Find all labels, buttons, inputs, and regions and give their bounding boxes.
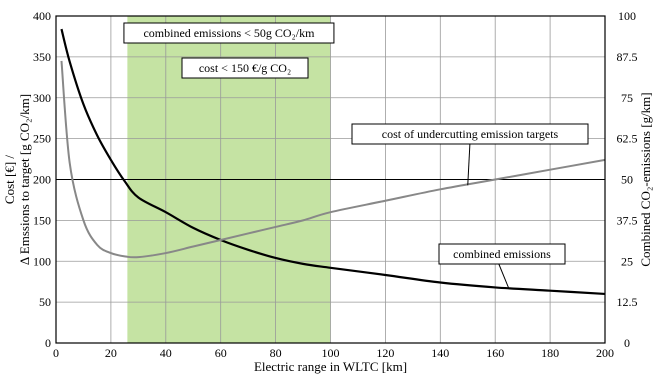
annotation-cost-undercut-leader bbox=[467, 141, 471, 186]
x-axis-title: Electric range in WLTC [km] bbox=[254, 359, 407, 374]
y-left-tick-label: 0 bbox=[45, 336, 51, 350]
y-right-tick-label: 100 bbox=[618, 9, 636, 23]
x-tick-label: 20 bbox=[105, 346, 117, 360]
y-left-tick-label: 400 bbox=[33, 9, 51, 23]
x-tick-label: 40 bbox=[160, 346, 172, 360]
y-left-tick-label: 100 bbox=[33, 254, 51, 268]
y-left-tick-label: 200 bbox=[33, 173, 51, 187]
y-right-tick-label: 75 bbox=[621, 91, 633, 105]
x-tick-label: 180 bbox=[541, 346, 559, 360]
x-tick-label: 80 bbox=[270, 346, 282, 360]
annotation-combined: combined emissions bbox=[453, 247, 551, 261]
y-left-axis-title-line1: Cost [€] / bbox=[2, 155, 17, 205]
annotation-cost-undercut-box bbox=[351, 123, 589, 145]
annotation-area-cost-box bbox=[181, 57, 309, 79]
x-tick-label: 0 bbox=[53, 346, 59, 360]
y-left-tick-label: 50 bbox=[39, 295, 51, 309]
y-right-tick-label: 12.5 bbox=[617, 295, 638, 309]
y-right-tick-label: 50 bbox=[621, 173, 633, 187]
annotation-cost-undercut: cost of undercutting emission targets bbox=[382, 127, 559, 141]
y-right-tick-label: 25 bbox=[621, 254, 633, 268]
x-tick-label: 120 bbox=[376, 346, 394, 360]
series-line-cost bbox=[60, 60, 606, 259]
y-right-tick-label: 87.5 bbox=[617, 50, 638, 64]
y-left-tick-label: 300 bbox=[33, 91, 51, 105]
y-left-axis-title-line2: Δ Emssions to target [g CO₂/km] bbox=[17, 94, 32, 265]
plot-frame bbox=[55, 15, 606, 344]
y-right-axis-title: Combined CO₂-emissions [g/km] bbox=[638, 92, 653, 266]
x-tick-label: 160 bbox=[486, 346, 504, 360]
x-tick-label: 140 bbox=[431, 346, 449, 360]
annotation-area-emissions-box bbox=[123, 22, 335, 44]
annotation-area-cost: cost < 150 €/g CO₂ bbox=[199, 61, 291, 75]
y-left-tick-label: 350 bbox=[33, 50, 51, 64]
y-left-tick-label: 150 bbox=[33, 213, 51, 227]
annotation-combined-box bbox=[438, 243, 566, 265]
y-left-tick-label: 250 bbox=[33, 132, 51, 146]
y-right-tick-label: 37.5 bbox=[617, 213, 638, 227]
x-tick-label: 60 bbox=[215, 346, 227, 360]
y-right-tick-label: 62.5 bbox=[617, 132, 638, 146]
x-tick-label: 100 bbox=[322, 346, 340, 360]
annotation-combined-leader bbox=[497, 261, 510, 289]
annotation-area-emissions: combined emissions < 50g CO₂/km bbox=[143, 26, 315, 40]
x-tick-label: 200 bbox=[596, 346, 614, 360]
y-right-tick-label: 0 bbox=[624, 336, 630, 350]
